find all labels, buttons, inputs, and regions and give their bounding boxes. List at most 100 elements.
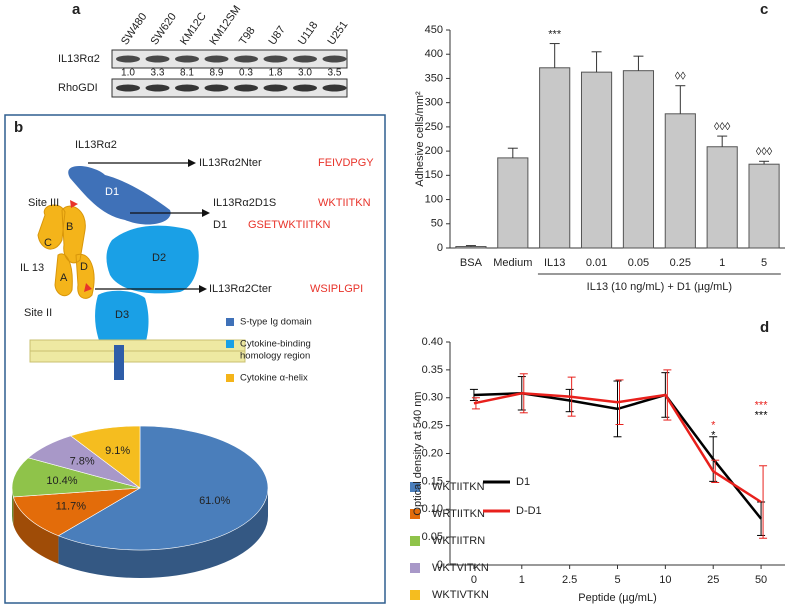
band <box>116 55 140 63</box>
y-axis-label: Optical density at 540 nm <box>412 391 424 515</box>
y-tick-label: 450 <box>425 24 443 36</box>
panel-letter: c <box>760 1 768 18</box>
pie-slice <box>11 457 141 498</box>
peptide: WKTIITKN <box>318 197 371 209</box>
x-tick-label: 0 <box>471 574 477 586</box>
legend-label: D-D1 <box>516 505 542 517</box>
legend-label: Cytokine-binding <box>240 339 311 350</box>
pie-slice <box>12 487 141 537</box>
y-tick-label: 0.35 <box>422 364 443 376</box>
series-line <box>473 392 762 504</box>
helix-label: C <box>44 237 52 249</box>
blot: SW4801.0SW6203.3KM12C8.1KM12SM8.9T980.3U… <box>116 3 351 92</box>
bar <box>748 163 780 249</box>
panel-letter: d <box>760 319 769 336</box>
ratio-label: 8.1 <box>180 68 194 79</box>
charts: 61.0% WKTIITKN 11.7% WRTIITKN 10.4% WKTIITRN 7… <box>11 24 785 604</box>
y-tick-label: 0.25 <box>422 420 443 432</box>
slice-label: 7.8% <box>70 456 95 468</box>
domain-label: D1 <box>105 186 119 198</box>
ratio-label: 8.9 <box>210 68 224 79</box>
bar <box>622 70 655 249</box>
pie-side <box>13 496 59 564</box>
slice-label: 61.0% <box>199 495 230 507</box>
panel-frame <box>4 114 386 604</box>
group-label: IL13 (10 ng/mL) + D1 (µg/mL) <box>587 281 732 293</box>
significance: ◊◊ <box>675 71 686 83</box>
pie-side <box>58 488 268 578</box>
x-tick-label: BSA <box>460 257 483 269</box>
band <box>293 55 317 63</box>
peptide: WSIPLGPI <box>310 283 363 295</box>
bar <box>539 67 571 249</box>
slice-label: 9.1% <box>105 445 130 457</box>
band <box>116 84 140 92</box>
legend-swatch <box>226 340 234 348</box>
label: IL13Rα2 <box>75 139 117 151</box>
y-axis-label: Adhesive cells/mm² <box>414 91 426 187</box>
domain-label: D3 <box>115 309 129 321</box>
lane-label: SW480 <box>119 11 150 47</box>
label: IL13Rα2D1S <box>213 197 276 209</box>
y-tick-label: 0 <box>437 242 443 254</box>
ratio-label: 3.5 <box>328 68 342 79</box>
significance: *** <box>755 400 769 412</box>
helix-label: A <box>60 272 68 284</box>
y-tick-label: 0.40 <box>422 336 443 348</box>
band <box>204 84 229 92</box>
label: IL13Rα2Cter <box>209 283 272 295</box>
x-tick-label: 2.5 <box>562 574 577 586</box>
significance: * <box>711 420 716 432</box>
domain-d1 <box>68 165 171 225</box>
blot-row-label: IL13Rα2 <box>58 53 100 65</box>
panel-letter: a <box>72 1 81 18</box>
band <box>322 84 347 92</box>
y-tick-label: 0.15 <box>422 475 443 487</box>
bar <box>497 157 529 249</box>
lane-label: U87 <box>267 24 288 47</box>
y-tick-label: 0.20 <box>422 447 443 459</box>
label: Site II <box>24 307 52 319</box>
y-tick-label: 400 <box>425 48 443 60</box>
ratio-label: 3.0 <box>298 68 312 79</box>
bar <box>455 246 487 249</box>
diagram: IL13Rα2 D1 D2 D3 B C A D IL 13 Site III … <box>20 139 374 384</box>
slice-label: 10.4% <box>46 475 77 487</box>
legend-label: D1 <box>516 476 530 488</box>
ratio-label: 1.0 <box>121 68 135 79</box>
ratio-label: 0.3 <box>239 68 253 79</box>
y-tick-label: 50 <box>431 218 443 230</box>
domain-d2 <box>106 225 199 294</box>
band <box>204 55 229 63</box>
legend-label: Cytokine α-helix <box>240 373 308 384</box>
pie-side <box>12 488 14 525</box>
y-tick-label: 100 <box>425 193 443 205</box>
band <box>263 55 288 63</box>
y-tick-label: 300 <box>425 97 443 109</box>
helix-label: B <box>66 221 73 233</box>
legend-label: S-type Ig domain <box>240 317 312 328</box>
x-tick-label: Medium <box>493 257 532 269</box>
helix-label: D <box>80 261 88 273</box>
lane-label: KM12C <box>178 10 209 47</box>
x-axis-label: Peptide (µg/mL) <box>578 592 656 604</box>
y-tick-label: 0.30 <box>422 392 443 404</box>
lane-label: SW620 <box>149 11 180 47</box>
significance: ◊◊◊ <box>756 146 773 158</box>
x-tick-label: 25 <box>707 574 719 586</box>
y-tick-label: 200 <box>425 145 443 157</box>
slice-label: 11.7% <box>56 501 87 513</box>
label: D1 <box>213 219 227 231</box>
band <box>322 55 347 63</box>
x-tick-label: IL13 <box>544 257 565 269</box>
pie-slice <box>57 425 269 551</box>
blot-row-label: RhoGDI <box>58 82 98 94</box>
band <box>145 55 170 63</box>
y-tick-label: 0.05 <box>422 531 443 543</box>
legend-swatch <box>226 374 234 382</box>
panel-letter: b <box>14 119 23 136</box>
x-tick-label: 1 <box>719 257 725 269</box>
x-tick-label: 0.05 <box>628 257 649 269</box>
lane-label: U251 <box>326 19 351 47</box>
